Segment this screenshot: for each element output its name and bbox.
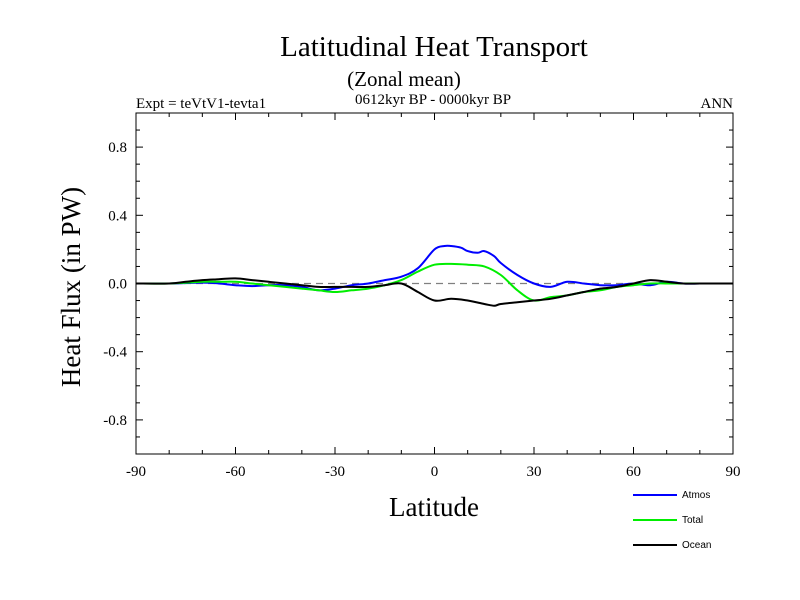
- series-line-total: [135, 262, 733, 302]
- x-tick-label: -30: [325, 464, 345, 480]
- legend: Atmos Total Ocean: [633, 490, 711, 551]
- y-tick-label: 0.0: [108, 277, 127, 293]
- legend-label-total: Total: [682, 515, 703, 526]
- series-line-ocean: [135, 277, 733, 307]
- x-tick-labels: -90 -60 -30 0 30 60 90: [126, 464, 741, 480]
- y-tick-labels: 0.8 0.4 0.0 -0.4 -0.8: [103, 140, 127, 429]
- x-tick-label: 0: [431, 464, 439, 480]
- legend-label-ocean: Ocean: [682, 540, 711, 551]
- y-axis-label: Heat Flux (in PW): [56, 187, 86, 387]
- x-tick-label: 90: [726, 464, 741, 480]
- chart-title: Latitudinal Heat Transport: [280, 31, 588, 63]
- data-series: [135, 244, 733, 307]
- plot-frame: [135, 112, 734, 455]
- chart-subtitle: (Zonal mean): [347, 67, 461, 91]
- x-tick-label: 60: [626, 464, 641, 480]
- y-tick-label: -0.4: [103, 345, 127, 361]
- y-tick-label: -0.8: [103, 413, 127, 429]
- x-tick-label: 30: [527, 464, 542, 480]
- x-tick-label: -60: [226, 464, 246, 480]
- legend-label-atmos: Atmos: [682, 490, 710, 501]
- x-axis-label: Latitude: [389, 492, 479, 522]
- y-tick-label: 0.4: [108, 208, 127, 224]
- x-tick-label: -90: [126, 464, 146, 480]
- experiment-label: Expt = teVtV1-tevta1: [136, 96, 266, 112]
- y-tick-label: 0.8: [108, 140, 127, 156]
- season-label: ANN: [701, 96, 734, 112]
- period-label: 0612kyr BP - 0000kyr BP: [355, 92, 511, 108]
